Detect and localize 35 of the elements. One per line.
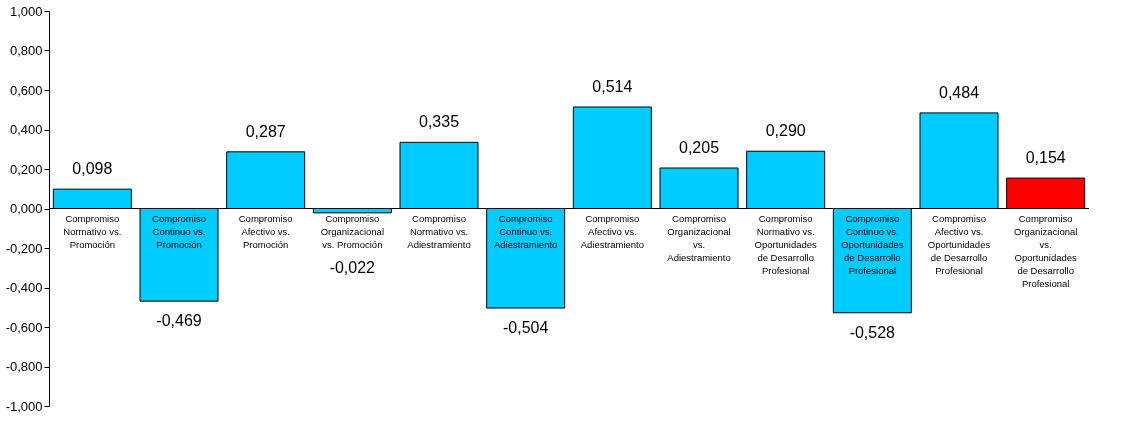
data-label: -0,469 [156,312,202,330]
data-label: 0,205 [678,139,720,157]
x-tick-label: Compromiso Afectivo vs. Oportunidades de Desarrollo Profesional [927,212,991,276]
data-label: 0,098 [72,160,113,178]
x-tick-label: Compromiso Normativo vs. Adiestramiento [407,212,471,250]
y-tick-label: 0,800 [9,43,43,58]
x-tick-label: Compromiso Continuo vs. Oportunidades de Desarrollo Profesional [841,212,904,276]
data-label: 0,287 [245,122,286,140]
y-tick-label: 0,000 [9,201,43,216]
y-tick-label: 0,400 [9,122,43,137]
y-tick-label: 0,600 [9,82,43,98]
y-tick-label: 0,200 [9,161,43,177]
x-tick-label: Compromiso Normativo vs. Oportunidades de Desarrollo Profesional [754,212,818,276]
y-tick-label: -0,400 [5,280,43,295]
x-tick-label: Compromiso Organizacional vs. Promoción [320,212,385,250]
data-label: 0,335 [418,113,460,131]
y-tick-label: -0,200 [5,240,43,256]
data-label: -0,528 [849,323,896,341]
data-label: 0,154 [1025,149,1066,167]
x-tick-label: Compromiso Normativo vs. Promoción [63,212,122,250]
x-tick-label: Compromiso Continuo vs. Adiestramiento [493,212,558,250]
y-tick-label: 1,000 [9,3,43,19]
x-tick-label: Compromiso Afectivo vs. Promoción [238,212,293,250]
y-tick-label: -0,600 [5,319,43,335]
x-tick-label: Compromiso Afectivo vs. Adiestramiento [580,212,645,250]
x-tick-label: Compromiso Organizacional vs. Oportunidades de Desarrollo Profesional [1013,212,1078,289]
data-label: 0,484 [938,83,980,101]
data-label: 0,290 [765,122,806,140]
y-tick-label: -1,000 [5,398,43,414]
data-label: -0,504 [502,319,549,337]
x-tick-label: Compromiso Continuo vs. Promoción [152,212,206,250]
data-label: 0,514 [592,77,633,95]
x-tick-label: Compromiso Organizacional vs. Adiestramiento [667,212,731,263]
data-label: -0,022 [329,259,376,276]
y-tick-label: -0,800 [5,359,43,374]
